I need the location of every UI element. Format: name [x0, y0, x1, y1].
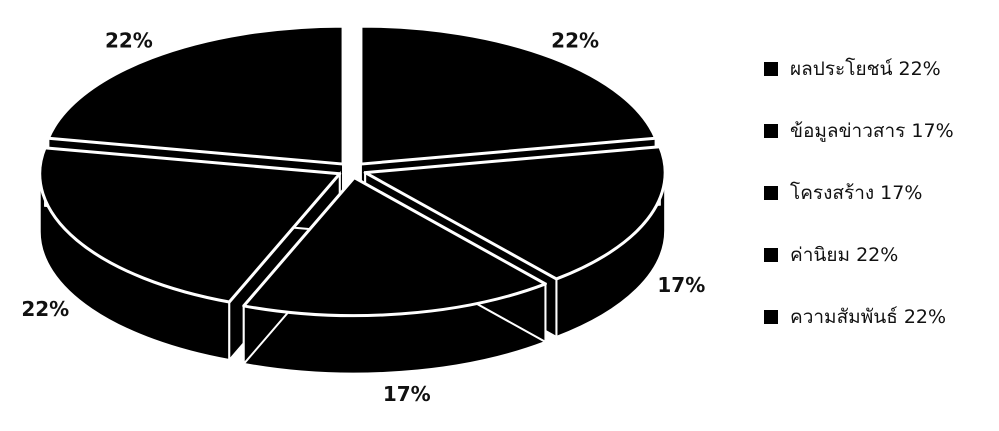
data-label-1: 17% [657, 273, 705, 297]
legend-swatch-1 [764, 124, 778, 138]
data-label-4: 22% [105, 29, 153, 53]
legend-swatch-4 [764, 310, 778, 324]
pie-slice-top-4 [46, 24, 345, 166]
legend-swatch-0 [764, 62, 778, 76]
legend-label-2: โครงสร้าง 17% [790, 182, 923, 204]
legend-item-4: ความสัมพันธ์ 22% [764, 300, 946, 334]
pie-slice-top-3 [38, 146, 342, 304]
legend-item-3: ค่านิยม 22% [764, 238, 898, 272]
data-label-0: 22% [551, 29, 599, 53]
legend-item-1: ข้อมูลข่าวสาร 17% [764, 114, 954, 148]
legend-label-3: ค่านิยม 22% [790, 244, 899, 266]
pie-slice-top-0 [359, 24, 658, 166]
legend-swatch-3 [764, 248, 778, 262]
pie-slice-2 [242, 174, 547, 375]
pie-slice-top-2 [242, 176, 547, 318]
legend-label-4: ความสัมพันธ์ 22% [790, 306, 947, 328]
legend-item-2: โครงสร้าง 17% [764, 176, 922, 210]
pie-slice-top-1 [363, 145, 667, 281]
legend-item-0: ผลประโยชน์ 22% [764, 52, 941, 86]
data-label-3: 22% [21, 297, 69, 321]
legend-swatch-2 [764, 186, 778, 200]
legend-label-0: ผลประโยชน์ 22% [790, 58, 941, 80]
legend-label-1: ข้อมูลข่าวสาร 17% [790, 120, 954, 142]
data-label-2: 17% [383, 382, 431, 406]
